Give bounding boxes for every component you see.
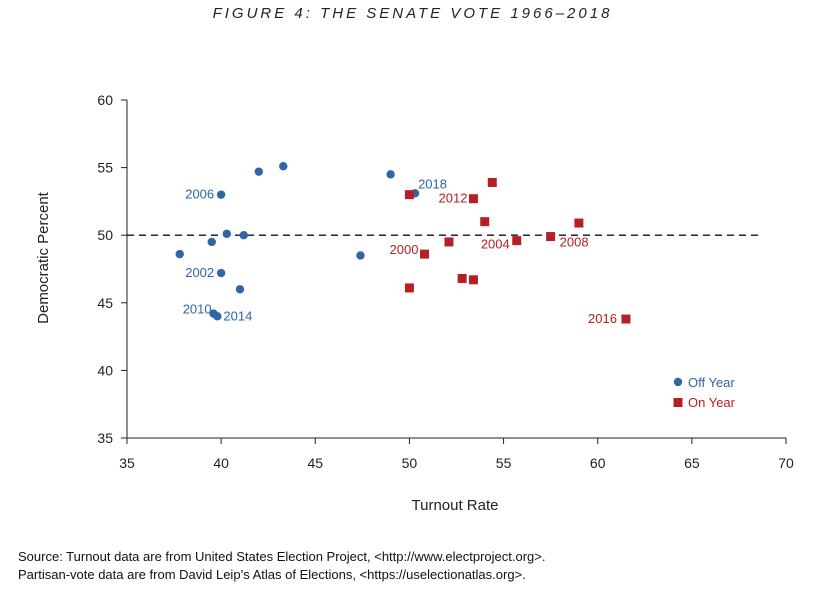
off-year-point <box>175 249 184 259</box>
x-tick-label: 65 <box>684 455 700 471</box>
off-year-point <box>216 190 226 199</box>
point-label: 2016 <box>588 311 617 326</box>
point-label: 2004 <box>481 237 510 252</box>
x-tick-label: 50 <box>402 455 418 471</box>
on-year-point <box>546 232 556 242</box>
on-year-point <box>419 249 429 259</box>
point-label: 2002 <box>185 265 214 280</box>
source-line: Partisan-vote data are from David Leip’s… <box>18 567 526 582</box>
scatter-plot: 35 40 45 50 55 60 65 70 35 40 45 50 55 60 2006 2002 201… <box>35 92 794 514</box>
off-year-point <box>279 162 288 171</box>
data-points <box>175 162 631 324</box>
point-label: 2008 <box>560 235 589 250</box>
point-label: 2010 <box>183 302 212 317</box>
y-axis-title: Democratic Percent <box>35 191 52 324</box>
chart-title: FIGURE 4: THE SENATE VOTE 1966–2018 <box>212 5 613 22</box>
y-tick-label: 45 <box>97 295 113 311</box>
off-year-point <box>254 167 263 176</box>
point-label: 2000 <box>390 242 419 257</box>
source-note: Source: Turnout data are from United Sta… <box>18 548 546 584</box>
legend-on-year-label: On Year <box>688 395 736 410</box>
on-year-point <box>444 237 454 247</box>
off-year-point <box>216 268 226 278</box>
on-year-point <box>621 314 631 324</box>
on-year-point <box>457 273 467 283</box>
x-tick-label: 60 <box>590 455 606 471</box>
x-tick-label: 40 <box>213 455 229 471</box>
y-tick-label: 40 <box>97 362 113 378</box>
point-label: 2018 <box>418 176 447 191</box>
off-year-point <box>207 237 216 247</box>
x-tick-label: 35 <box>119 455 135 471</box>
x-tick-label: 70 <box>778 455 794 471</box>
legend-on-year-marker <box>673 398 683 407</box>
x-axis-title: Turnout Rate <box>412 497 499 514</box>
x-tick-label: 55 <box>496 455 512 471</box>
off-year-point <box>222 229 231 239</box>
point-label: 2014 <box>223 308 252 323</box>
point-label: 2012 <box>439 191 468 206</box>
on-year-point <box>404 190 414 200</box>
off-year-point <box>239 231 248 240</box>
source-line: Source: Turnout data are from United Sta… <box>18 549 546 564</box>
on-year-point <box>512 236 522 246</box>
x-tick-label: 45 <box>307 455 323 471</box>
y-tick-label: 60 <box>97 92 113 108</box>
point-label: 2006 <box>185 187 214 202</box>
y-tick-label: 35 <box>97 430 113 446</box>
on-year-point <box>480 217 490 227</box>
y-tick-label: 55 <box>97 160 113 176</box>
legend-off-year-marker <box>673 377 683 387</box>
off-year-point <box>356 251 365 260</box>
on-year-point <box>404 283 414 293</box>
off-year-point <box>235 285 245 294</box>
on-year-point <box>574 218 584 228</box>
on-year-point <box>468 275 478 285</box>
legend: Off Year On Year <box>673 375 736 410</box>
legend-off-year-label: Off Year <box>688 375 735 390</box>
off-year-point <box>213 312 222 321</box>
y-tick-label: 50 <box>97 227 113 243</box>
on-year-point <box>468 194 478 204</box>
off-year-point <box>386 170 395 179</box>
on-year-point <box>487 177 497 187</box>
axes: 35 40 45 50 55 60 65 70 35 40 45 50 55 60 <box>97 92 794 471</box>
